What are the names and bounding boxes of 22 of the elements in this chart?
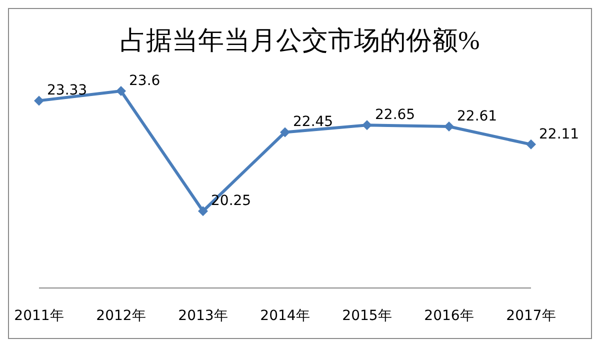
x-tick-label: 2015年	[342, 308, 392, 324]
point	[362, 120, 372, 130]
point	[280, 127, 290, 138]
x-tick-label: 2013年	[178, 308, 228, 324]
chart-title: 占据当年当月公交市场的份额%	[119, 25, 481, 57]
data-label: 22.45	[293, 114, 334, 130]
data-label: 22.65	[375, 107, 416, 124]
data-label: 22.61	[457, 108, 498, 125]
x-tick-label: 2014年	[260, 308, 310, 324]
point	[198, 206, 208, 216]
point	[444, 122, 454, 132]
x-tick-label: 2011年	[14, 308, 64, 324]
data-label: 22.11	[539, 126, 580, 142]
x-tick-label: 2012年	[96, 308, 146, 324]
x-tick-label: 2016年	[424, 308, 474, 324]
x-tick-label: 2017年	[506, 308, 556, 324]
data-label: 23.33	[47, 82, 88, 99]
point	[34, 96, 44, 106]
point	[116, 86, 126, 96]
data-label: 23.6	[129, 73, 160, 90]
point	[526, 139, 536, 150]
data-label: 20.25	[211, 193, 252, 210]
